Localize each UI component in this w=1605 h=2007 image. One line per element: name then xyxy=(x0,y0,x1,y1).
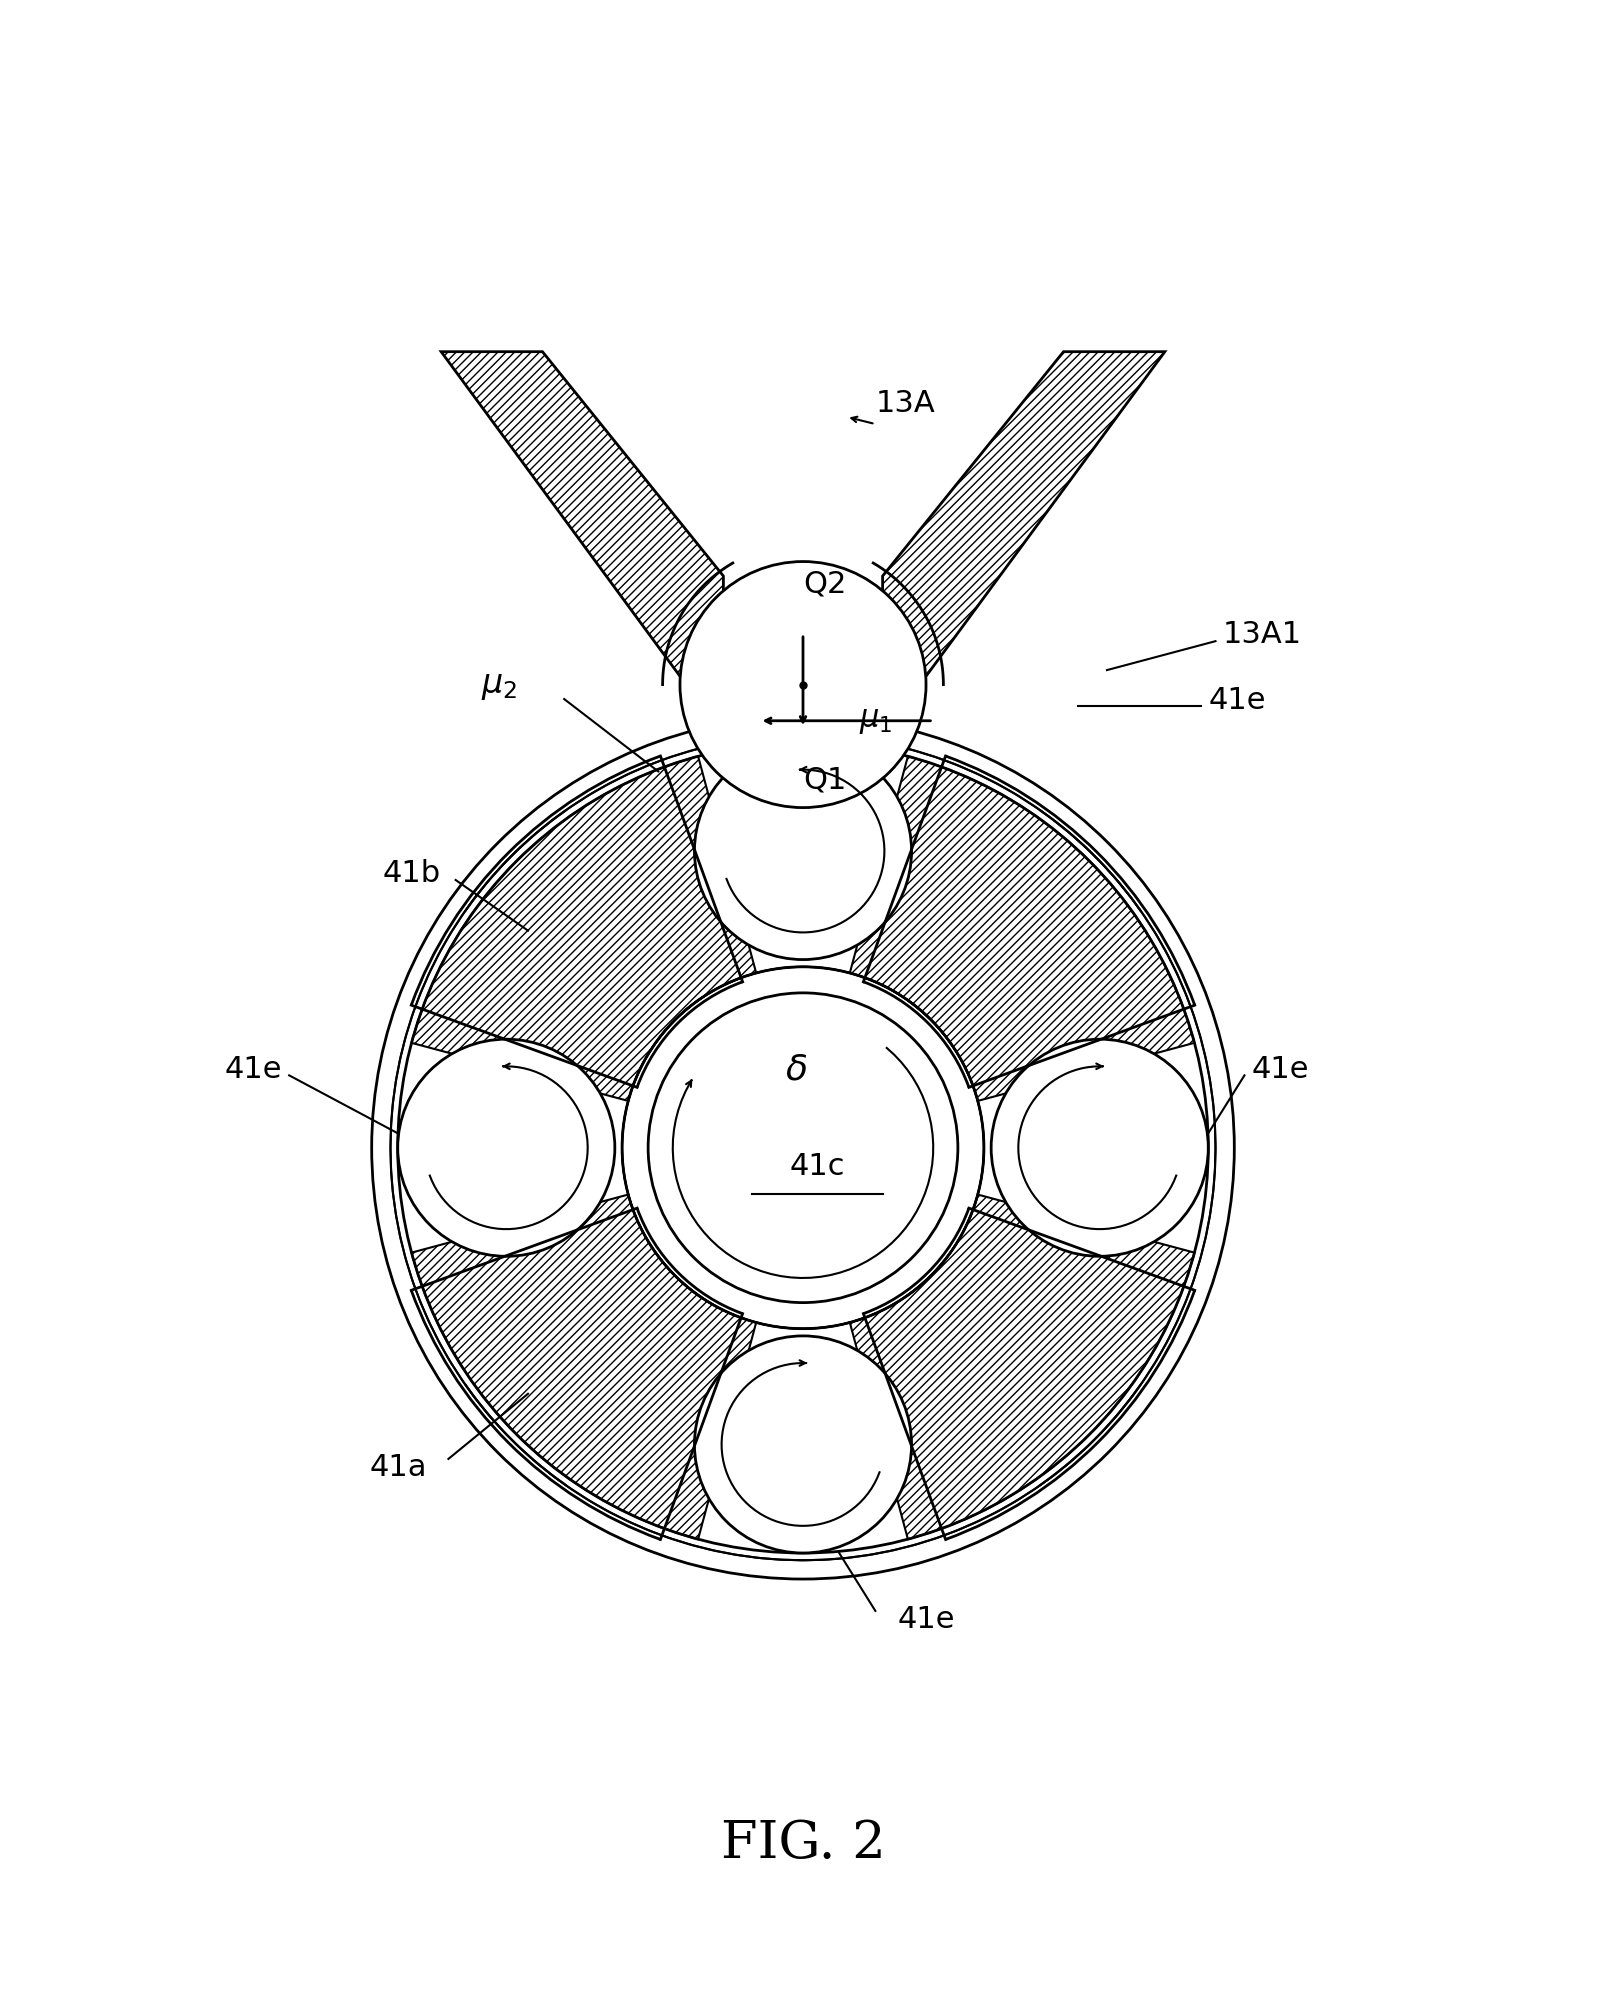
Circle shape xyxy=(693,743,912,959)
Text: 13A: 13A xyxy=(875,389,934,417)
Wedge shape xyxy=(411,757,756,1102)
Text: 41c: 41c xyxy=(790,1152,844,1180)
Text: Q2: Q2 xyxy=(802,570,846,598)
Circle shape xyxy=(398,1040,615,1256)
Circle shape xyxy=(693,1337,912,1553)
Text: 41e: 41e xyxy=(225,1054,282,1084)
Wedge shape xyxy=(849,1194,1194,1539)
Wedge shape xyxy=(849,757,1194,1102)
Text: 41e: 41e xyxy=(897,1604,953,1634)
Text: 41b: 41b xyxy=(384,859,441,887)
Circle shape xyxy=(990,1040,1207,1256)
Text: 41e: 41e xyxy=(1207,684,1265,714)
Text: Q1: Q1 xyxy=(802,765,846,793)
Text: $\mu_1$: $\mu_1$ xyxy=(859,706,891,737)
Polygon shape xyxy=(883,353,1164,737)
Circle shape xyxy=(679,562,926,809)
Text: 41e: 41e xyxy=(1250,1054,1308,1084)
Text: $\delta$: $\delta$ xyxy=(785,1052,806,1086)
Text: 13A1: 13A1 xyxy=(1221,620,1302,648)
Text: FIG. 2: FIG. 2 xyxy=(721,1816,884,1869)
Polygon shape xyxy=(441,353,722,737)
Wedge shape xyxy=(411,1194,756,1539)
Text: 41a: 41a xyxy=(369,1451,427,1481)
Text: $\mu_2$: $\mu_2$ xyxy=(480,668,517,702)
